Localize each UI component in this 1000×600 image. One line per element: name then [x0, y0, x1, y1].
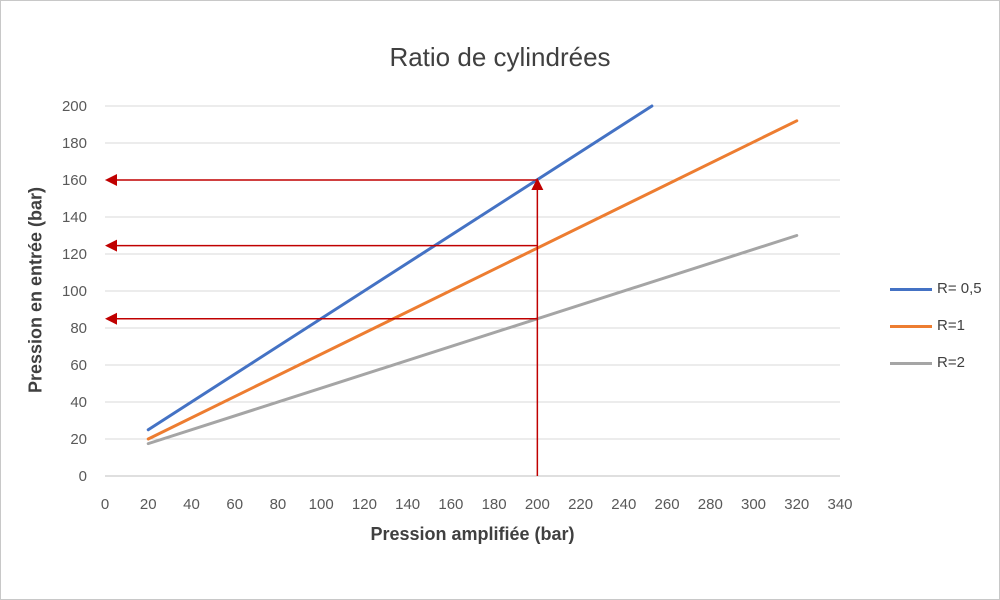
y-tick-label-160: 160 [62, 172, 87, 189]
x-tick-label-140: 140 [395, 496, 420, 513]
y-tick-label-40: 40 [70, 394, 87, 411]
legend-label-r2: R=2 [937, 354, 965, 371]
legend-swatch-r1 [890, 325, 932, 328]
y-tick-label-80: 80 [70, 320, 87, 337]
x-tick-label-200: 200 [525, 496, 550, 513]
horizontal-arrow-head-3 [105, 312, 117, 325]
y-tick-label-120: 120 [62, 246, 87, 263]
horizontal-arrow-head-1 [105, 174, 117, 186]
series-line-r2 [146, 234, 799, 446]
legend-label-r1: R=1 [937, 317, 965, 334]
x-tick-label-20: 20 [140, 496, 157, 513]
legend-item-r1: R=1 [890, 317, 995, 354]
horizontal-arrow-head-2 [105, 239, 117, 252]
x-tick-label-320: 320 [784, 496, 809, 513]
legend-swatch-r2 [890, 362, 932, 365]
y-axis-label: Pression en entrée (bar) [25, 186, 46, 394]
x-tick-label-100: 100 [309, 496, 334, 513]
x-tick-label-180: 180 [482, 496, 507, 513]
x-tick-label-280: 280 [698, 496, 723, 513]
x-tick-label-220: 220 [568, 496, 593, 513]
legend: R= 0,5 R=1 R=2 [890, 280, 995, 391]
vertical-arrow-head [531, 178, 544, 190]
y-tick-label-100: 100 [62, 283, 87, 300]
legend-label-r05: R= 0,5 [937, 280, 982, 297]
y-tick-label-200: 200 [62, 98, 87, 115]
x-tick-label-340: 340 [827, 496, 852, 513]
legend-swatch-r05 [890, 288, 932, 291]
series-line-r1 [146, 119, 799, 441]
x-tick-label-300: 300 [741, 496, 766, 513]
y-tick-label-20: 20 [70, 431, 87, 448]
x-tick-label-160: 160 [438, 496, 463, 513]
legend-item-r05: R= 0,5 [890, 280, 995, 317]
y-tick-label-0: 0 [79, 468, 87, 485]
x-tick-label-0: 0 [101, 496, 109, 513]
x-tick-label-260: 260 [655, 496, 680, 513]
x-axis-label: Pression amplifiée (bar) [370, 524, 575, 544]
x-tick-label-240: 240 [611, 496, 636, 513]
x-tick-label-80: 80 [270, 496, 287, 513]
y-tick-label-60: 60 [70, 357, 87, 374]
y-tick-label-180: 180 [62, 135, 87, 152]
legend-item-r2: R=2 [890, 354, 995, 391]
x-tick-label-40: 40 [183, 496, 200, 513]
chart-title: Ratio de cylindrées [389, 42, 611, 72]
x-tick-label-60: 60 [226, 496, 243, 513]
x-tick-label-120: 120 [352, 496, 377, 513]
y-tick-label-140: 140 [62, 209, 87, 226]
series-line-r05 [146, 104, 654, 432]
